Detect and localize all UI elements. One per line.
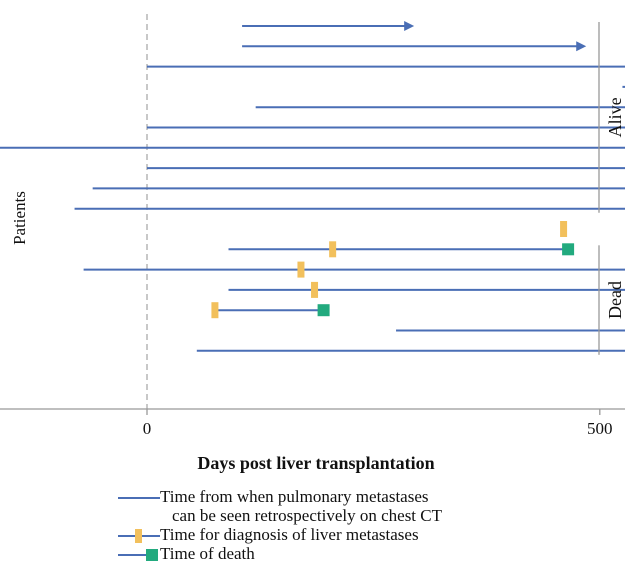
patient-row-11 bbox=[560, 221, 568, 237]
arrow-head bbox=[576, 41, 587, 52]
patient-row-12 bbox=[228, 241, 575, 258]
death-marker bbox=[317, 304, 330, 317]
liver-diagnosis-marker bbox=[211, 302, 219, 319]
legend-orange-marker-swatch bbox=[118, 528, 160, 543]
patient-row-13 bbox=[83, 261, 625, 278]
arrow-head bbox=[404, 21, 415, 31]
patient-row-17 bbox=[196, 349, 625, 352]
legend-item-pulmonary-cont: can be seen retrospectively on chest CT bbox=[118, 506, 443, 526]
patient-row-10 bbox=[74, 207, 625, 210]
patient-row-14 bbox=[228, 281, 625, 298]
x-axis-label: Days post liver transplantation bbox=[197, 453, 434, 473]
patient-row-5 bbox=[255, 106, 625, 109]
patient-row-7 bbox=[0, 146, 625, 149]
liver-diagnosis-marker bbox=[560, 221, 568, 237]
patient-row-6 bbox=[147, 126, 625, 129]
patient-row-8 bbox=[147, 167, 625, 170]
patient-row-1 bbox=[242, 21, 415, 31]
patient-timelines bbox=[0, 21, 625, 352]
liver-diagnosis-marker bbox=[297, 261, 305, 278]
legend-label-pulmonary-cont: can be seen retrospectively on chest CT bbox=[172, 506, 443, 526]
x-tick-label: 0 bbox=[143, 419, 152, 438]
patient-row-15 bbox=[211, 302, 330, 319]
legend-item-pulmonary: Time from when pulmonary metastases bbox=[118, 487, 442, 507]
liver-diagnosis-marker bbox=[311, 281, 319, 298]
patient-row-2 bbox=[242, 41, 587, 52]
group-label-alive: Alive bbox=[605, 97, 625, 137]
death-marker bbox=[562, 243, 575, 256]
patient-row-16 bbox=[396, 329, 625, 332]
group-label-dead: Dead bbox=[605, 281, 625, 319]
patient-row-9 bbox=[92, 187, 625, 190]
group-brackets: Alive Dead bbox=[598, 22, 625, 355]
liver-diagnosis-marker bbox=[329, 241, 337, 258]
legend-label-pulmonary: Time from when pulmonary metastases bbox=[160, 487, 429, 507]
legend-item-liver-diagnosis: Time for diagnosis of liver metastases bbox=[118, 525, 442, 545]
x-axis: –5000500100015002000 bbox=[0, 408, 625, 438]
y-axis-label: Patients bbox=[10, 191, 29, 245]
legend-green-square-swatch bbox=[118, 548, 160, 562]
legend-label-death: Time of death bbox=[160, 544, 255, 564]
legend-item-death: Time of death bbox=[118, 544, 442, 564]
x-tick-label: 500 bbox=[587, 419, 613, 438]
legend-line-swatch bbox=[118, 491, 160, 505]
patient-row-3 bbox=[147, 65, 625, 68]
legend-label-liver-diagnosis: Time for diagnosis of liver metastases bbox=[160, 525, 419, 545]
legend: Time from when pulmonary metastases can … bbox=[118, 487, 443, 564]
